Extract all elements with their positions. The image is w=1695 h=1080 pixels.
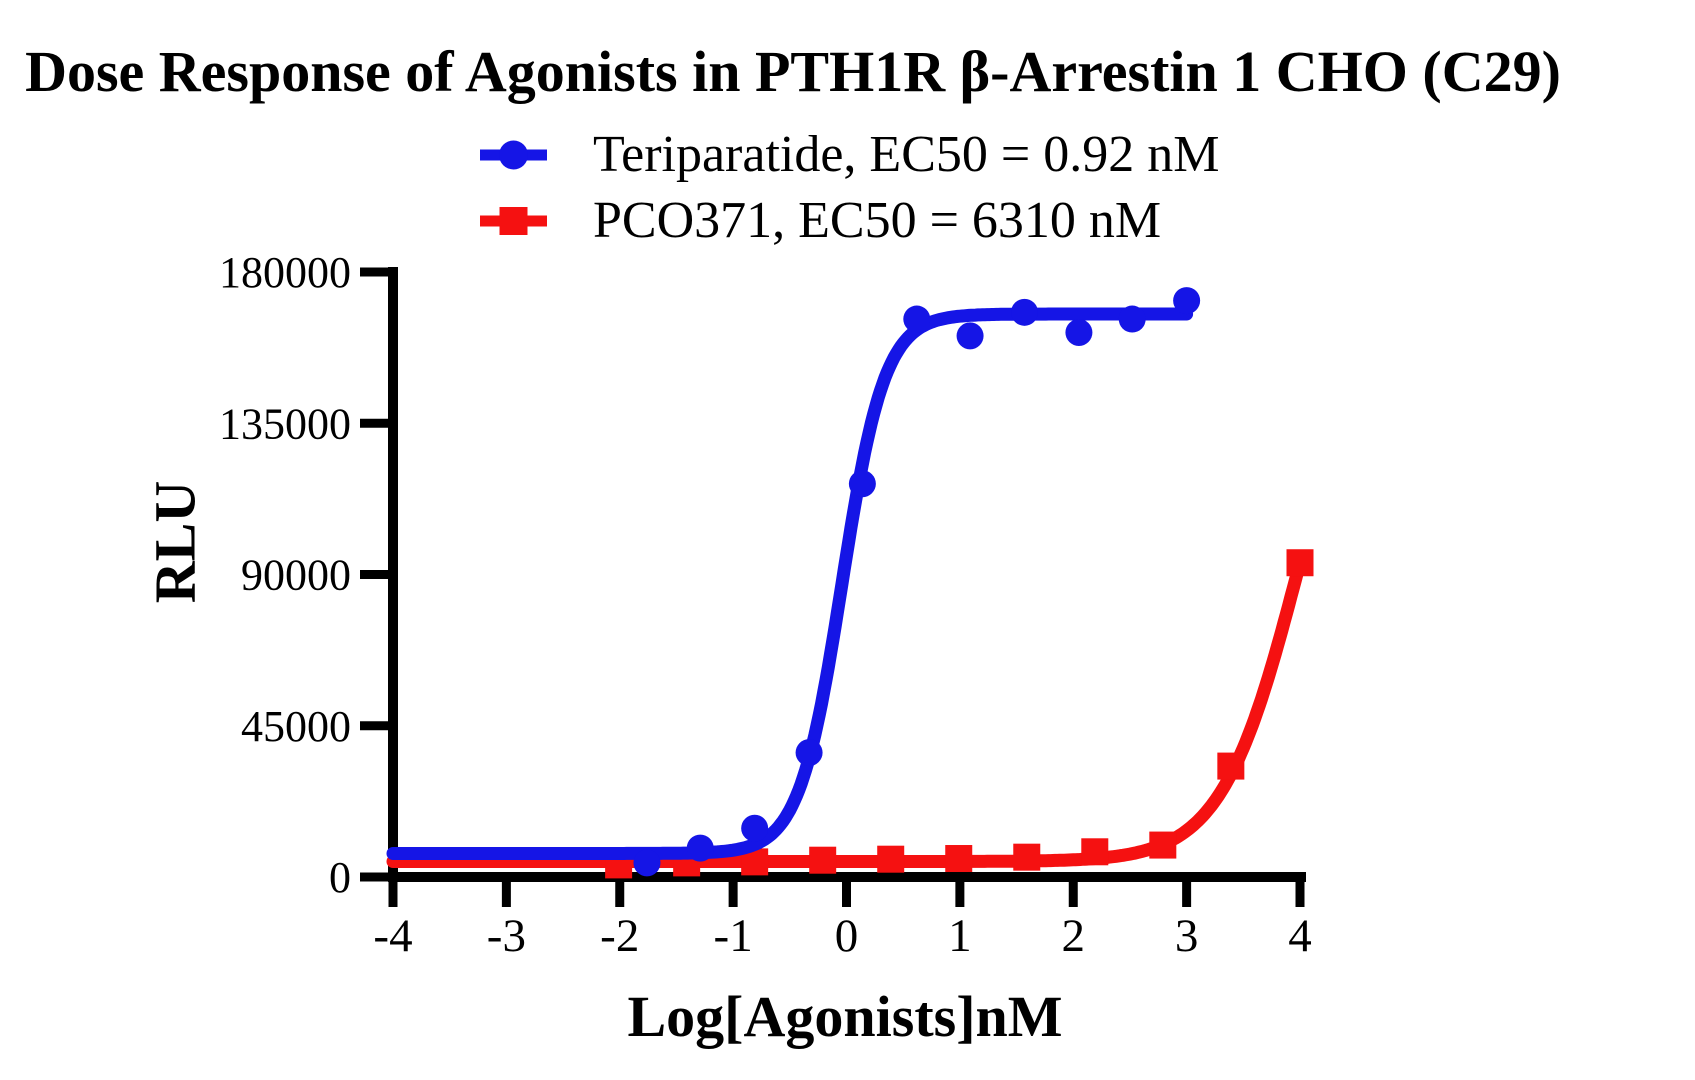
x-tick-label: -2 bbox=[600, 910, 639, 962]
x-tick-label: -4 bbox=[373, 910, 412, 962]
data-point-circle bbox=[795, 739, 823, 767]
x-tick-label: 2 bbox=[1062, 910, 1086, 962]
data-point-circle bbox=[741, 814, 769, 842]
fit-curve-circle bbox=[386, 307, 1194, 860]
data-point-square bbox=[1149, 831, 1177, 859]
x-tick-label: -3 bbox=[487, 910, 526, 962]
data-point-square bbox=[1081, 838, 1109, 866]
data-point-square bbox=[877, 845, 905, 873]
x-tick-label: 4 bbox=[1288, 910, 1312, 962]
y-tick-label: 45000 bbox=[241, 702, 351, 751]
chart-title: Dose Response of Agonists in PTH1R β-Arr… bbox=[25, 39, 1561, 104]
data-point-circle bbox=[1118, 305, 1146, 333]
legend-circle-marker-icon bbox=[480, 140, 547, 170]
y-tick-label: 90000 bbox=[241, 551, 351, 600]
data-point-circle bbox=[1173, 287, 1201, 315]
y-tick-label: 180000 bbox=[219, 248, 351, 297]
data-point-square bbox=[809, 846, 837, 874]
legend: Teriparatide, EC50 = 0.92 nM PCO371, EC5… bbox=[480, 125, 1219, 251]
x-axis-title: Log[Agonists]nM bbox=[627, 984, 1063, 1049]
y-tick-label: 135000 bbox=[219, 399, 351, 448]
fit-curve-square bbox=[386, 556, 1307, 868]
legend-square-marker-icon bbox=[480, 207, 547, 235]
y-tick-label: 0 bbox=[329, 853, 351, 902]
x-tick-label: -1 bbox=[714, 910, 753, 962]
x-tick-label: 0 bbox=[835, 910, 859, 962]
data-point-square bbox=[945, 845, 973, 873]
data-point-circle bbox=[903, 305, 931, 333]
legend-label-teriparatide: Teriparatide, EC50 = 0.92 nM bbox=[593, 126, 1220, 183]
data-point-square bbox=[1217, 752, 1245, 780]
x-tick-label: 3 bbox=[1175, 910, 1199, 962]
legend-label-pco371: PCO371, EC50 = 6310 nM bbox=[593, 192, 1162, 249]
data-point-circle bbox=[686, 834, 714, 862]
data-point-circle bbox=[956, 322, 984, 350]
data-point-square bbox=[1286, 549, 1314, 577]
x-tick-label: 1 bbox=[948, 910, 972, 962]
legend-item-pco371: PCO371, EC50 = 6310 nM bbox=[480, 191, 1219, 251]
data-point-circle bbox=[1010, 298, 1038, 326]
data-point-circle bbox=[633, 849, 661, 877]
legend-item-teriparatide: Teriparatide, EC50 = 0.92 nM bbox=[480, 125, 1219, 185]
data-point-circle bbox=[848, 470, 876, 498]
data-point-circle bbox=[1065, 319, 1093, 346]
data-point-square bbox=[1013, 843, 1041, 871]
